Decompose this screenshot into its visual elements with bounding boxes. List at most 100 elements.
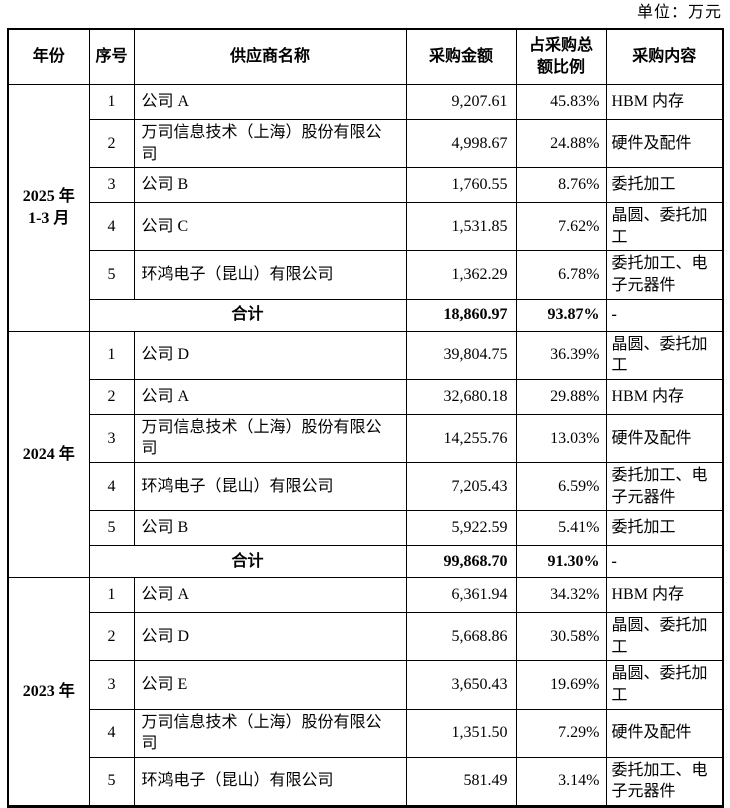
col-header-supplier: 供应商名称: [133, 28, 407, 85]
pct-cell: 36.39%: [515, 330, 607, 380]
row-index-cell: 3: [88, 413, 135, 463]
content-cell: 晶圆、委托加工: [605, 612, 724, 662]
amount-cell: 1,351.50: [405, 708, 517, 758]
supplier-row: 4 万司信息技术（上海）股份有限公司 1,351.50 7.29% 硬件及配件: [8, 708, 724, 758]
content-cell: 委托加工、电子元器件: [605, 250, 724, 300]
supplier-cell: 公司 E: [133, 660, 407, 710]
total-content-cell: -: [605, 545, 724, 579]
supplier-cell: 万司信息技术（上海）股份有限公司: [133, 708, 407, 758]
pct-cell: 6.59%: [515, 461, 607, 512]
year-cell-2025q1: 2025 年 1-3 月: [7, 84, 90, 332]
content-cell: 委托加工、电子元器件: [605, 461, 724, 512]
pct-cell: 34.32%: [515, 577, 607, 614]
col-header-amount: 采购金额: [405, 28, 517, 85]
total-amount-cell: 18,860.97: [405, 298, 517, 332]
supplier-row: 5 公司 B 5,922.59 5.41% 委托加工: [8, 510, 724, 547]
pct-cell: 5.41%: [515, 510, 607, 547]
content-cell: 委托加工、电子元器件: [605, 756, 724, 807]
supplier-cell: 万司信息技术（上海）股份有限公司: [133, 413, 407, 463]
total-label-cell: 合计: [88, 545, 407, 579]
row-index-cell: 3: [88, 660, 135, 710]
pct-cell: 13.03%: [515, 413, 607, 463]
pct-cell: 45.83%: [515, 84, 607, 120]
content-cell: 硬件及配件: [605, 413, 724, 463]
supplier-row: 2025 年 1-3 月 1 公司 A 9,207.61 45.83% HBM …: [7, 84, 724, 332]
row-index-cell: 4: [88, 461, 135, 512]
supplier-row: 3 公司 E 3,650.43 19.69% 晶圆、委托加工: [8, 660, 724, 710]
col-header-year: 年份: [7, 28, 90, 85]
pct-cell: 8.76%: [515, 167, 607, 204]
total-pct-cell: 93.87%: [515, 298, 607, 332]
content-cell: 委托加工: [605, 510, 724, 547]
row-index-cell: 4: [88, 202, 135, 252]
document-page: 单位：万元 年份 序号 供应商名称 采购金额 占采购总 额比例 采购内容 202…: [0, 3, 730, 808]
col-header-no: 序号: [88, 28, 135, 85]
amount-cell: 1,531.85: [405, 202, 517, 252]
supplier-row: 4 公司 C 1,531.85 7.62% 晶圆、委托加工: [8, 202, 724, 252]
supplier-cell: 公司 B: [133, 510, 407, 547]
total-row: 合计 18,860.97 93.87% -: [8, 298, 724, 332]
total-content-cell: -: [605, 298, 724, 332]
supplier-row: 5 环鸿电子（昆山）有限公司 581.49 3.14% 委托加工、电子元器件: [8, 756, 724, 807]
row-index-cell: 1: [88, 330, 135, 380]
total-label-cell: 合计: [88, 298, 407, 332]
supplier-row: 2 公司 D 5,668.86 30.58% 晶圆、委托加工: [8, 612, 724, 662]
supplier-row: 4 环鸿电子（昆山）有限公司 7,205.43 6.59% 委托加工、电子元器件: [8, 461, 724, 512]
header-row: 年份 序号 供应商名称 采购金额 占采购总 额比例 采购内容: [7, 28, 724, 85]
suppliers-table: 年份 序号 供应商名称 采购金额 占采购总 额比例 采购内容 2025 年 1-…: [7, 28, 724, 808]
col-header-content: 采购内容: [605, 28, 724, 85]
supplier-cell: 公司 C: [133, 202, 407, 252]
supplier-cell: 公司 B: [133, 167, 407, 204]
pct-cell: 30.58%: [515, 612, 607, 662]
amount-cell: 6,361.94: [405, 577, 517, 614]
amount-cell: 4,998.67: [405, 118, 517, 169]
supplier-cell: 环鸿电子（昆山）有限公司: [133, 250, 407, 300]
supplier-row: 2 万司信息技术（上海）股份有限公司 4,998.67 24.88% 硬件及配件: [8, 118, 724, 169]
row-index-cell: 1: [88, 577, 135, 614]
year-cell-2024: 2024 年: [7, 330, 90, 579]
content-cell: 硬件及配件: [605, 708, 724, 758]
row-index-cell: 5: [88, 756, 135, 807]
amount-cell: 9,207.61: [405, 84, 517, 120]
row-index-cell: 4: [88, 708, 135, 758]
supplier-cell: 公司 D: [133, 612, 407, 662]
supplier-cell: 环鸿电子（昆山）有限公司: [133, 461, 407, 512]
content-cell: 晶圆、委托加工: [605, 202, 724, 252]
pct-cell: 7.29%: [515, 708, 607, 758]
unit-label: 单位：万元: [636, 4, 722, 21]
supplier-row: 3 公司 B 1,760.55 8.76% 委托加工: [8, 167, 724, 204]
row-index-cell: 1: [88, 84, 135, 120]
pct-cell: 7.62%: [515, 202, 607, 252]
supplier-row: 2024 年 1 公司 D 39,804.75 36.39% 晶圆、委托加工: [7, 330, 724, 579]
content-cell: HBM 内存: [605, 577, 724, 614]
supplier-cell: 公司 D: [133, 330, 407, 380]
row-index-cell: 5: [88, 250, 135, 300]
content-cell: HBM 内存: [605, 84, 724, 120]
supplier-cell: 万司信息技术（上海）股份有限公司: [133, 118, 407, 169]
year-cell-2023: 2023 年: [7, 577, 90, 807]
pct-cell: 3.14%: [515, 756, 607, 807]
supplier-cell: 环鸿电子（昆山）有限公司: [133, 756, 407, 807]
pct-cell: 29.88%: [515, 378, 607, 415]
supplier-row: 5 环鸿电子（昆山）有限公司 1,362.29 6.78% 委托加工、电子元器件: [8, 250, 724, 300]
content-cell: 硬件及配件: [605, 118, 724, 169]
amount-cell: 5,922.59: [405, 510, 517, 547]
supplier-row: 2 公司 A 32,680.18 29.88% HBM 内存: [8, 378, 724, 415]
amount-cell: 1,760.55: [405, 167, 517, 204]
content-cell: 晶圆、委托加工: [605, 330, 724, 380]
amount-cell: 14,255.76: [405, 413, 517, 463]
supplier-row: 2023 年 1 公司 A 6,361.94 34.32% HBM 内存: [7, 577, 724, 807]
row-index-cell: 2: [88, 612, 135, 662]
pct-cell: 6.78%: [515, 250, 607, 300]
content-cell: 晶圆、委托加工: [605, 660, 724, 710]
supplier-cell: 公司 A: [133, 378, 407, 415]
amount-cell: 3,650.43: [405, 660, 517, 710]
content-cell: 委托加工: [605, 167, 724, 204]
amount-cell: 39,804.75: [405, 330, 517, 380]
total-row: 合计 99,868.70 91.30% -: [8, 545, 724, 579]
amount-cell: 5,668.86: [405, 612, 517, 662]
supplier-row: 3 万司信息技术（上海）股份有限公司 14,255.76 13.03% 硬件及配…: [8, 413, 724, 463]
row-index-cell: 2: [88, 378, 135, 415]
amount-cell: 1,362.29: [405, 250, 517, 300]
amount-cell: 32,680.18: [405, 378, 517, 415]
